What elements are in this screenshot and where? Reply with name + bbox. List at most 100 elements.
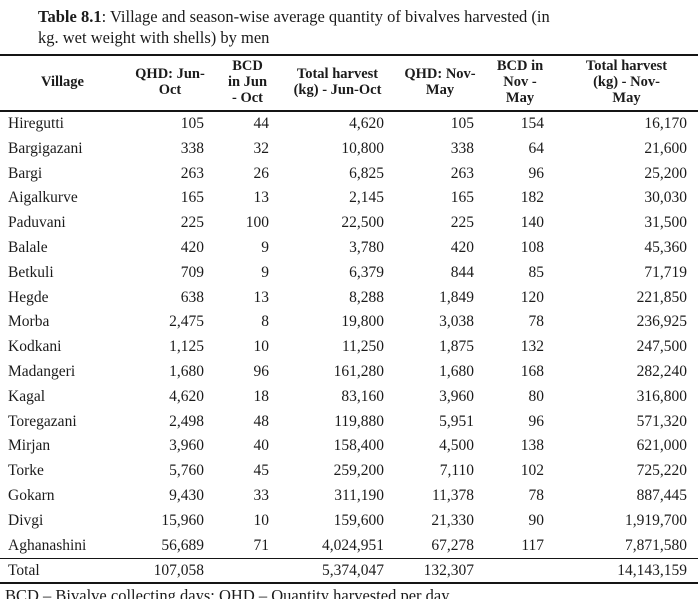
value-cell: 78 [528,487,545,505]
village-cell: Divgi [8,511,44,529]
value-cell: 117 [521,536,544,554]
value-cell: 236,925 [636,313,687,331]
table-row: Mirjan 3,960 40 158,400 4,500 138 621,000 [0,434,698,459]
value-cell: 263 [180,164,204,182]
value-cell: 5,374,047 [280,558,395,585]
value-cell: 8 [261,313,269,331]
table-row: Gokarn 9,430 33 311,190 11,378 78 887,445 [0,484,698,509]
value-cell: 1,680 [439,363,474,381]
value-cell: 9,430 [169,487,204,505]
value-cell: 6,379 [349,263,384,281]
value-cell: 96 [528,412,545,430]
village-cell: Total [0,558,125,585]
value-cell: 338 [180,139,204,157]
value-cell: 3,960 [439,387,474,405]
value-cell: 282,240 [636,363,687,381]
value-cell: 9 [261,263,269,281]
value-cell: 107,058 [125,558,215,585]
value-cell: 48 [253,412,270,430]
village-cell: Aigalkurve [8,189,78,207]
table-row: Paduvani 225 100 22,500 225 140 31,500 [0,211,698,236]
column-header: QHD: Nov- May [395,54,485,112]
value-cell: 887,445 [636,487,687,505]
table-row: Aghanashini 56,689 71 4,024,951 67,278 117 7,8… [0,533,698,558]
value-cell: 1,680 [169,363,204,381]
value-cell: 31,500 [644,214,687,232]
value-cell: 67,278 [431,536,474,554]
value-cell: 13 [253,189,270,207]
village-cell: Bargi [8,164,43,182]
table-title: Table 8.1: Village and season-wise avera… [0,0,698,52]
value-cell: 225 [450,214,474,232]
value-cell: 182 [520,189,544,207]
value-cell: 638 [180,288,204,306]
village-cell: Kagal [8,387,46,405]
table-row: Hegde 638 13 8,288 1,849 120 221,850 [0,285,698,310]
value-cell: 45,360 [644,239,687,257]
value-cell: 5,760 [169,462,204,480]
value-cell: 64 [528,139,545,157]
value-cell: 71 [253,536,270,554]
village-cell: Betkuli [8,263,54,281]
table-row: Bargi 263 26 6,825 263 96 25,200 [0,161,698,186]
value-cell: 33 [253,487,270,505]
value-cell: 2,475 [169,313,204,331]
value-cell: 165 [450,189,474,207]
table-row: Hiregutti 105 44 4,620 105 154 16,170 [0,111,698,137]
value-cell: 132 [520,338,544,356]
value-cell [485,558,555,585]
table-row: Bargigazani 338 32 10,800 338 64 21,600 [0,136,698,161]
value-cell: 154 [520,115,544,133]
value-cell: 338 [450,139,474,157]
value-cell: 4,500 [439,437,474,455]
table-row: Kodkani 1,125 10 11,250 1,875 132 247,500 [0,335,698,360]
value-cell: 8,288 [349,288,384,306]
value-cell: 9 [261,239,269,257]
value-cell: 165 [180,189,204,207]
village-cell: Madangeri [8,363,76,381]
value-cell: 21,330 [431,511,474,529]
value-cell: 3,960 [169,437,204,455]
table-footnote: BCD – Bivalve collecting days; QHD – Qua… [5,586,450,599]
value-cell: 158,400 [333,437,384,455]
village-cell: Gokarn [8,487,55,505]
value-cell: 56,689 [161,536,204,554]
value-cell: 5,951 [439,412,474,430]
column-header: Total harvest (kg) - Jun-Oct [280,54,395,112]
value-cell: 420 [450,239,474,257]
value-cell: 259,200 [333,462,384,480]
value-cell: 119,880 [334,412,384,430]
table-row: Balale 420 9 3,780 420 108 45,360 [0,236,698,261]
table-row: Divgi 15,960 10 159,600 21,330 90 1,919,700 [0,508,698,533]
column-header: QHD: Jun- Oct [125,54,215,112]
value-cell: 100 [245,214,269,232]
value-cell: 32 [253,139,270,157]
value-cell: 7,871,580 [625,536,687,554]
value-cell: 844 [450,263,474,281]
village-cell: Hiregutti [8,115,64,133]
value-cell: 221,850 [636,288,687,306]
table-body: Hiregutti 105 44 4,620 105 154 16,170 Bargigaza… [0,111,698,585]
table-row: Betkuli 709 9 6,379 844 85 71,719 [0,260,698,285]
value-cell: 10 [253,338,270,356]
value-cell: 14,143,159 [555,558,698,585]
value-cell: 30,030 [644,189,687,207]
value-cell: 159,600 [333,511,384,529]
value-cell: 102 [520,462,544,480]
value-cell: 80 [528,387,545,405]
table-row: Torke 5,760 45 259,200 7,110 102 725,220 [0,459,698,484]
village-cell: Balale [8,239,48,257]
village-cell: Hegde [8,288,49,306]
value-cell: 2,498 [169,412,204,430]
value-cell: 311,190 [334,487,384,505]
value-cell: 78 [528,313,545,331]
value-cell: 10 [253,511,270,529]
village-cell: Morba [8,313,50,331]
column-header: Village [0,54,125,112]
table-row: Morba 2,475 8 19,800 3,038 78 236,925 [0,310,698,335]
value-cell: 1,125 [169,338,204,356]
village-cell: Bargigazani [8,139,83,157]
table-row: Kagal 4,620 18 83,160 3,960 80 316,800 [0,384,698,409]
value-cell: 1,875 [439,338,474,356]
